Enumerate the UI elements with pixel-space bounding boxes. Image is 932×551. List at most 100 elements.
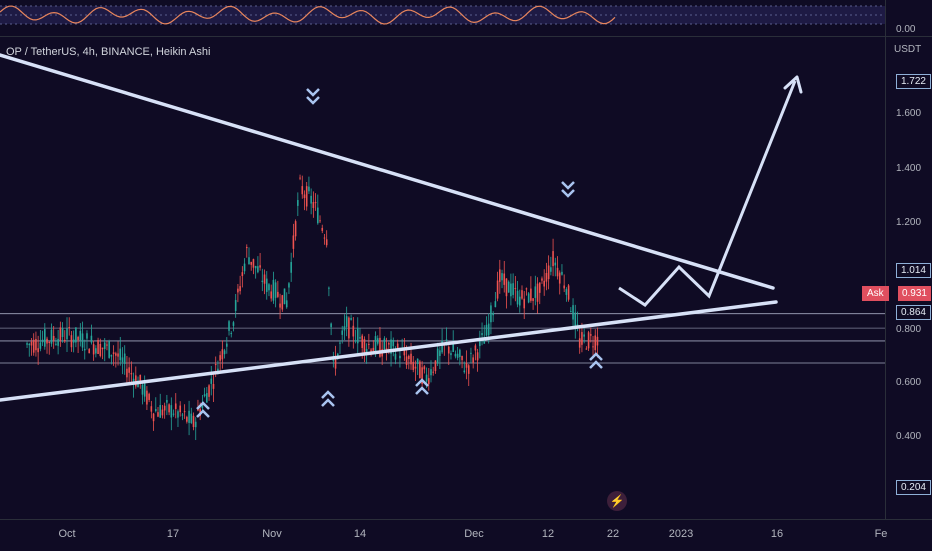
candle-body-219 <box>512 283 514 295</box>
candle-body-221 <box>516 290 519 305</box>
candle-body-195 <box>459 349 461 358</box>
candle-body-60 <box>159 405 162 418</box>
candle-body-211 <box>494 301 497 308</box>
sell-marker-1 <box>306 88 320 105</box>
candle-body-45 <box>126 368 128 378</box>
candle-body-208 <box>487 323 490 336</box>
candle-body-139 <box>334 357 337 369</box>
candle-body-214 <box>501 273 503 281</box>
candle-body-189 <box>445 339 448 342</box>
candle-body-177 <box>419 361 421 379</box>
candle-body-179 <box>423 366 426 370</box>
price-tick-0600: 0.600 <box>896 377 922 388</box>
oscillator-line <box>0 5 616 25</box>
candle-body-120 <box>292 235 295 249</box>
candle-body-117 <box>285 300 288 308</box>
candle-body-44 <box>123 353 126 364</box>
candle-body-66 <box>172 413 175 415</box>
candle-body-64 <box>168 404 170 413</box>
candle-body-206 <box>483 338 486 344</box>
candle-body-196 <box>461 355 463 361</box>
candle-body-46 <box>128 367 130 373</box>
candle-body-113 <box>277 291 279 297</box>
currency-label: USDT <box>894 44 922 55</box>
candle-body-92 <box>230 333 233 335</box>
candle-body-69 <box>179 405 181 413</box>
candle-body-200 <box>470 352 472 354</box>
sell-marker-2-chevron-1 <box>561 189 575 198</box>
candle-body-27 <box>86 333 88 339</box>
price-chart[interactable] <box>0 36 885 519</box>
time-label-dec: Dec <box>464 528 484 540</box>
candle-body-126 <box>305 186 308 207</box>
candle-body-104 <box>257 266 259 273</box>
candle-body-128 <box>310 195 312 204</box>
candle-body-88 <box>221 349 224 360</box>
candle-body-53 <box>143 383 146 397</box>
candle-body-9 <box>46 338 48 344</box>
candle-body-94 <box>234 300 237 312</box>
price-tick-1400: 1.400 <box>896 163 922 174</box>
candle-body-115 <box>281 295 284 310</box>
candle-body-257 <box>596 336 599 346</box>
candle-body-65 <box>170 405 173 418</box>
ask-price-badge: 0.931 <box>897 286 931 301</box>
candle-body-181 <box>427 378 430 385</box>
candle-body-255 <box>592 346 594 348</box>
candle-body-150 <box>359 337 361 339</box>
candle-body-217 <box>507 281 510 293</box>
candle-body-149 <box>356 327 359 344</box>
candle-body-146 <box>350 318 352 320</box>
candle-body-37 <box>108 340 110 358</box>
candle-body-70 <box>181 414 184 416</box>
candle-body-61 <box>161 409 164 416</box>
candle-body-158 <box>376 338 379 344</box>
candle-body-166 <box>394 353 397 360</box>
candle-body-84 <box>212 383 215 389</box>
lightning-event-icon[interactable]: ⚡ <box>607 491 627 511</box>
candle-body-14 <box>57 338 59 346</box>
candle-body-174 <box>412 361 415 370</box>
candle-body-225 <box>525 288 528 290</box>
price-axis[interactable]: 0.00 USDT 1.722 1.600 1.400 1.200 1.014 … <box>885 0 932 519</box>
candle-body-220 <box>514 288 517 290</box>
price-tick-0400: 0.400 <box>896 431 922 442</box>
candle-body-87 <box>219 355 221 361</box>
candle-body-81 <box>206 393 208 403</box>
candle-body-8 <box>44 329 46 347</box>
candle-body-162 <box>385 348 388 351</box>
time-axis[interactable]: Oct 17 Nov 14 Dec 12 22 2023 16 Fe <box>0 519 932 551</box>
candle-body-17 <box>63 339 66 342</box>
candle-body-165 <box>392 339 395 347</box>
candle-body-204 <box>479 338 481 347</box>
time-label-22: 22 <box>606 528 620 540</box>
candle-body-15 <box>59 327 62 341</box>
candle-body-96 <box>239 286 241 292</box>
candle-body-114 <box>279 303 281 308</box>
candle-body-67 <box>174 403 177 410</box>
oscillator-band <box>0 6 885 24</box>
candle-body-40 <box>115 353 117 356</box>
candle-body-123 <box>299 177 301 179</box>
buy-marker-3 <box>415 378 429 395</box>
candle-body-190 <box>447 346 450 354</box>
candle-body-99 <box>245 247 248 249</box>
candle-body-180 <box>425 374 428 382</box>
ask-label: Ask <box>862 286 889 301</box>
candle-body-238 <box>554 262 557 266</box>
candle-body-135 <box>325 239 328 246</box>
candle-body-212 <box>496 280 499 299</box>
candle-body-4 <box>35 338 37 351</box>
candle-body-237 <box>552 251 554 267</box>
candle-body-184 <box>434 360 437 372</box>
candle-body-193 <box>454 353 457 357</box>
candle-body-141 <box>339 342 341 344</box>
buy-marker-1 <box>196 401 210 418</box>
candle-body-125 <box>303 194 306 199</box>
price-tick-0800: 0.800 <box>896 324 922 335</box>
candle-body-231 <box>538 282 541 293</box>
candle-body-152 <box>363 339 366 354</box>
candle-body-43 <box>121 357 124 363</box>
symbol-title[interactable]: OP / TetherUS, 4h, BINANCE, Heikin Ashi <box>6 46 211 58</box>
candle-body-26 <box>83 348 86 351</box>
